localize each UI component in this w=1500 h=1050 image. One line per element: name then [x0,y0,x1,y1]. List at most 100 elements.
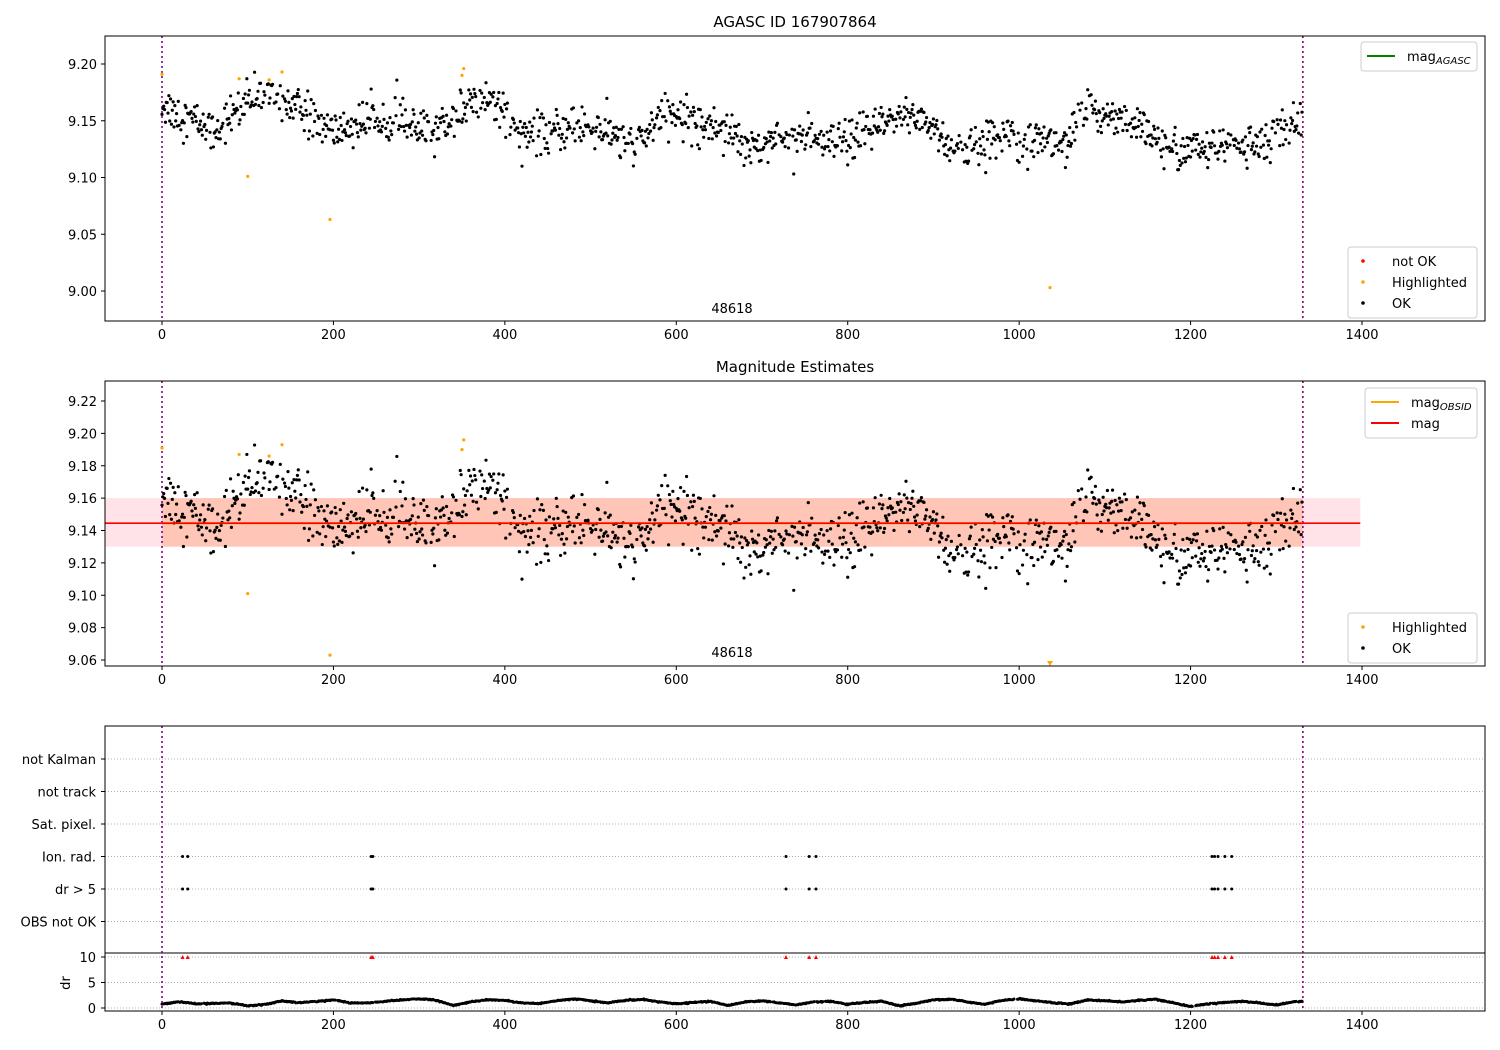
data-point-highlighted [328,653,332,657]
data-point-ok [1163,533,1167,537]
data-point-ok [372,496,376,500]
data-point-ok [403,108,408,112]
data-point-ok [1097,498,1101,502]
data-point-ok [904,479,908,483]
data-point-ok [1139,535,1143,539]
data-point-ok [862,128,866,132]
data-point-ok [228,121,232,125]
data-point-ok [239,492,243,496]
data-point-ok [850,118,854,122]
data-point-ok [413,527,417,531]
data-point-ok [354,517,359,521]
data-point-ok [1128,121,1133,125]
data-point-ok [861,110,865,114]
data-point-ok [184,493,188,498]
data-point-ok [924,115,929,120]
data-point-ok [658,498,662,502]
data-point-ok [1084,106,1088,111]
data-point-ok [1272,119,1276,124]
data-point-ok [1105,488,1110,493]
data-point-ok [330,117,334,121]
data-point-ok [1287,141,1291,145]
data-point-ok [468,98,472,102]
data-point-ok [701,128,705,132]
data-point-ok [1120,500,1124,504]
data-point-ok [708,518,713,522]
data-point-ok [810,121,814,126]
data-point-ok [746,139,750,143]
data-point-ok [530,124,534,128]
data-point-ok [963,546,967,550]
data-point-ok [1161,147,1165,151]
dr-outlier-marker [370,955,375,959]
data-point-ok [414,531,419,535]
dr-point [1190,1005,1194,1009]
data-point-ok [402,125,406,129]
data-point-ok [787,533,792,537]
data-point-ok [1104,112,1108,116]
data-point-ok [320,140,324,144]
data-point-ok [525,550,529,554]
data-point-ok [885,519,889,523]
data-point-ok [354,122,359,126]
dr-tick-label: 10 [79,951,96,966]
data-point-ok [540,112,544,116]
data-point-ok [628,132,632,136]
data-point-ok [651,540,655,544]
data-point-ok [299,105,303,109]
data-point-ok [881,503,885,507]
data-point-ok [1094,502,1098,506]
data-point-ok [395,454,399,459]
data-point-ok [184,106,188,110]
data-point-ok [704,120,708,124]
data-point-ok [534,562,539,566]
data-point-ok [578,126,582,130]
data-point-ok [1096,527,1100,531]
data-point-ok [237,122,241,126]
data-point-ok [517,145,522,149]
data-point-ok [783,144,787,149]
data-point-ok [1059,140,1063,144]
data-point-ok [852,565,857,569]
data-point-ok [495,101,499,106]
data-point-ok [1067,139,1071,144]
data-point-ok [342,501,346,505]
data-point-ok [990,515,995,519]
data-point-ok [286,470,290,474]
data-point-ok [936,149,941,153]
data-point-ok [915,513,919,517]
data-point-ok [394,505,398,509]
data-point-ok [884,516,888,520]
data-point-ok [213,528,217,532]
data-point-ok [910,496,914,500]
data-point-ok [416,121,420,125]
data-point-ok [998,541,1002,545]
data-point-ok [380,124,384,128]
data-point-ok [551,527,555,531]
data-point-ok [685,105,690,110]
data-point-ok [582,503,587,507]
data-point-ok [1243,535,1248,539]
data-point-ok [1216,567,1220,571]
data-point-ok [330,510,334,514]
data-point-ok [1245,166,1249,170]
data-point-ok [192,112,196,116]
data-point-ok [1172,532,1176,536]
data-point-ok [631,164,636,168]
flag-point [807,855,811,858]
data-point-ok [684,474,689,479]
data-point-ok [444,113,449,117]
data-point-ok [224,488,228,492]
data-point-ok [966,573,970,577]
data-point-ok [338,115,342,120]
data-point-ok [908,507,912,512]
data-point-ok [1033,126,1038,130]
data-point-ok [308,503,312,507]
data-point-ok [378,514,382,518]
data-point-ok [261,100,265,105]
data-point-ok [1205,130,1209,135]
data-point-ok [1000,555,1004,560]
data-point-ok [846,575,850,579]
data-point-highlighted [237,452,241,457]
data-point-ok [502,507,506,511]
